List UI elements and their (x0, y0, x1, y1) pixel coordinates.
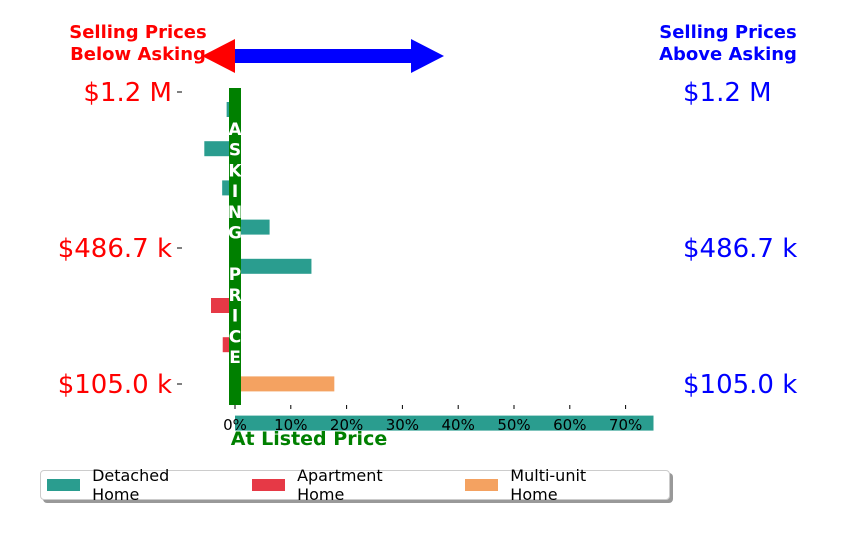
legend-swatch-2 (465, 479, 499, 491)
asking-letter-5: G (228, 224, 242, 244)
y-tick-right-0: $1.2 M (683, 78, 772, 108)
legend-label-1: Apartment Home (297, 466, 383, 504)
legend-item-1: Apartment Home (252, 466, 431, 504)
y-tick-labels: $1.2 M $1.2 M $486.7 k $486.7 k $105.0 k $105… (58, 78, 798, 400)
asking-letter-0: A (228, 120, 242, 140)
x-axis-label: At Listed Price (231, 428, 387, 450)
asking-letter-4: N (228, 203, 242, 223)
right-arrow-head (411, 39, 444, 73)
asking-letter-8: I (232, 307, 238, 327)
y-tick-left-0: $1.2 M (83, 78, 172, 108)
asking-letter-10: E (229, 348, 241, 368)
legend-item-2: Multi-unit Home (465, 466, 635, 504)
y-tick-left-1: $486.7 k (58, 234, 172, 264)
x-tick-label-3: 30% (386, 416, 419, 434)
bar-3 (235, 219, 270, 235)
x-tick-label-1: 10% (274, 416, 307, 434)
bars-layer (204, 102, 654, 431)
asking-letter-9: C (229, 327, 241, 347)
bar-1 (204, 141, 235, 157)
bar-7 (235, 376, 335, 392)
asking-letter-6: P (229, 265, 241, 285)
legend-swatch-1 (252, 479, 286, 491)
asking-letter-1: S (229, 141, 241, 161)
x-tick-label-2: 20% (330, 416, 363, 434)
left-arrow-head (202, 39, 235, 73)
x-tick-label-0: 0% (223, 416, 247, 434)
y-tick-right-2: $105.0 k (683, 370, 797, 400)
bar-4 (235, 258, 312, 274)
x-tick-label-5: 50% (497, 416, 530, 434)
legend: Detached Home Apartment Home Multi-unit Ho… (40, 466, 670, 504)
asking-letter-3: I (232, 182, 238, 202)
x-tick-labels: 0% 10% 20% 30% 40% 50% 60% 70% (223, 405, 642, 434)
legend-label-2: Multi-unit Home (510, 466, 587, 504)
legend-swatch-0 (47, 479, 81, 491)
y-tick-right-1: $486.7 k (683, 234, 797, 264)
legend-item-0: Detached Home (47, 466, 218, 504)
y-tick-left-2: $105.0 k (58, 370, 172, 400)
right-title: Selling Prices Above Asking (659, 22, 797, 65)
x-tick-label-6: 60% (553, 416, 586, 434)
x-tick-label-7: 70% (609, 416, 642, 434)
legend-label-0: Detached Home (92, 466, 170, 504)
bar-8 (235, 415, 654, 431)
asking-letter-7: R (228, 286, 241, 306)
left-title: Selling Prices Below Asking (69, 22, 206, 65)
asking-price-strip (229, 88, 241, 405)
right-arrow-shaft (235, 49, 411, 63)
asking-letter-2: K (228, 161, 242, 181)
direction-arrow (202, 39, 444, 73)
x-tick-label-4: 40% (442, 416, 475, 434)
